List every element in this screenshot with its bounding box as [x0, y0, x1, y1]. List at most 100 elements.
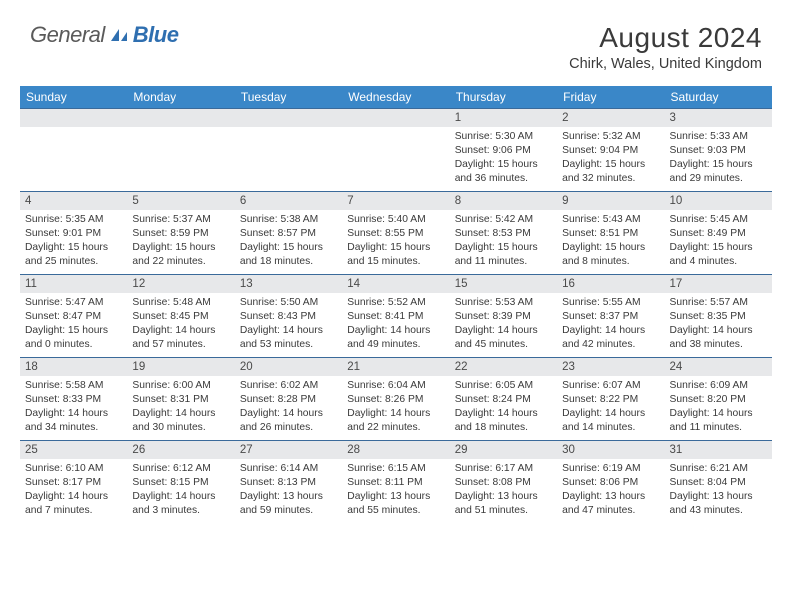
- day-number: 26: [127, 441, 234, 459]
- calendar-cell: [20, 109, 127, 192]
- day-details: Sunrise: 5:52 AMSunset: 8:41 PMDaylight:…: [342, 293, 449, 357]
- day-number: [235, 109, 342, 127]
- detail-line: and 32 minutes.: [562, 172, 659, 186]
- calendar-cell: 21Sunrise: 6:04 AMSunset: 8:26 PMDayligh…: [342, 358, 449, 441]
- day-details: Sunrise: 5:30 AMSunset: 9:06 PMDaylight:…: [450, 127, 557, 191]
- detail-line: Sunrise: 5:48 AM: [132, 296, 229, 310]
- detail-line: Daylight: 13 hours: [240, 490, 337, 504]
- day-number: 29: [450, 441, 557, 459]
- calendar-cell: 10Sunrise: 5:45 AMSunset: 8:49 PMDayligh…: [665, 192, 772, 275]
- detail-line: and 36 minutes.: [455, 172, 552, 186]
- detail-line: and 51 minutes.: [455, 504, 552, 518]
- detail-line: Sunset: 9:03 PM: [670, 144, 767, 158]
- title-block: August 2024 Chirk, Wales, United Kingdom: [569, 22, 762, 72]
- detail-line: and 4 minutes.: [670, 255, 767, 269]
- detail-line: and 47 minutes.: [562, 504, 659, 518]
- day-details: Sunrise: 5:58 AMSunset: 8:33 PMDaylight:…: [20, 376, 127, 440]
- day-details: Sunrise: 5:35 AMSunset: 9:01 PMDaylight:…: [20, 210, 127, 274]
- calendar-cell: 31Sunrise: 6:21 AMSunset: 8:04 PMDayligh…: [665, 441, 772, 524]
- calendar-cell: [235, 109, 342, 192]
- day-details: Sunrise: 5:48 AMSunset: 8:45 PMDaylight:…: [127, 293, 234, 357]
- detail-line: Daylight: 14 hours: [347, 324, 444, 338]
- day-number: 18: [20, 358, 127, 376]
- detail-line: Sunset: 8:31 PM: [132, 393, 229, 407]
- calendar-cell: 7Sunrise: 5:40 AMSunset: 8:55 PMDaylight…: [342, 192, 449, 275]
- detail-line: and 59 minutes.: [240, 504, 337, 518]
- detail-line: Daylight: 15 hours: [25, 241, 122, 255]
- detail-line: Sunset: 8:57 PM: [240, 227, 337, 241]
- week-row: 18Sunrise: 5:58 AMSunset: 8:33 PMDayligh…: [20, 358, 772, 441]
- day-details: Sunrise: 6:04 AMSunset: 8:26 PMDaylight:…: [342, 376, 449, 440]
- detail-line: Sunrise: 5:57 AM: [670, 296, 767, 310]
- day-number: 2: [557, 109, 664, 127]
- detail-line: Sunset: 8:51 PM: [562, 227, 659, 241]
- detail-line: Sunset: 8:35 PM: [670, 310, 767, 324]
- calendar-body: 1Sunrise: 5:30 AMSunset: 9:06 PMDaylight…: [20, 109, 772, 524]
- logo-sail-icon: [109, 27, 131, 43]
- detail-line: and 18 minutes.: [455, 421, 552, 435]
- detail-line: Sunset: 8:17 PM: [25, 476, 122, 490]
- calendar-cell: 5Sunrise: 5:37 AMSunset: 8:59 PMDaylight…: [127, 192, 234, 275]
- detail-line: Sunset: 8:13 PM: [240, 476, 337, 490]
- detail-line: and 53 minutes.: [240, 338, 337, 352]
- detail-line: Sunset: 8:06 PM: [562, 476, 659, 490]
- day-number: 13: [235, 275, 342, 293]
- location-text: Chirk, Wales, United Kingdom: [569, 56, 762, 72]
- detail-line: and 11 minutes.: [670, 421, 767, 435]
- day-number: 3: [665, 109, 772, 127]
- dayhead-friday: Friday: [557, 86, 664, 109]
- day-number: 22: [450, 358, 557, 376]
- day-header-row: Sunday Monday Tuesday Wednesday Thursday…: [20, 86, 772, 109]
- detail-line: and 26 minutes.: [240, 421, 337, 435]
- detail-line: Sunrise: 5:50 AM: [240, 296, 337, 310]
- dayhead-tuesday: Tuesday: [235, 86, 342, 109]
- calendar-cell: 25Sunrise: 6:10 AMSunset: 8:17 PMDayligh…: [20, 441, 127, 524]
- detail-line: and 34 minutes.: [25, 421, 122, 435]
- detail-line: Sunset: 8:49 PM: [670, 227, 767, 241]
- calendar-cell: 9Sunrise: 5:43 AMSunset: 8:51 PMDaylight…: [557, 192, 664, 275]
- day-details: Sunrise: 6:02 AMSunset: 8:28 PMDaylight:…: [235, 376, 342, 440]
- calendar-cell: 14Sunrise: 5:52 AMSunset: 8:41 PMDayligh…: [342, 275, 449, 358]
- logo-text-blue: Blue: [133, 22, 179, 48]
- day-details: Sunrise: 5:47 AMSunset: 8:47 PMDaylight:…: [20, 293, 127, 357]
- detail-line: Daylight: 13 hours: [562, 490, 659, 504]
- day-number: 27: [235, 441, 342, 459]
- day-details: Sunrise: 5:43 AMSunset: 8:51 PMDaylight:…: [557, 210, 664, 274]
- detail-line: and 30 minutes.: [132, 421, 229, 435]
- detail-line: Daylight: 15 hours: [25, 324, 122, 338]
- detail-line: Sunrise: 6:02 AM: [240, 379, 337, 393]
- day-details: [20, 127, 127, 191]
- detail-line: Sunrise: 6:19 AM: [562, 462, 659, 476]
- detail-line: and 8 minutes.: [562, 255, 659, 269]
- detail-line: and 0 minutes.: [25, 338, 122, 352]
- detail-line: Sunset: 8:45 PM: [132, 310, 229, 324]
- detail-line: Sunrise: 5:30 AM: [455, 130, 552, 144]
- day-details: [127, 127, 234, 191]
- day-number: 21: [342, 358, 449, 376]
- detail-line: Sunrise: 6:12 AM: [132, 462, 229, 476]
- detail-line: Sunrise: 5:37 AM: [132, 213, 229, 227]
- detail-line: Daylight: 14 hours: [240, 324, 337, 338]
- detail-line: Sunset: 8:26 PM: [347, 393, 444, 407]
- detail-line: Daylight: 14 hours: [132, 324, 229, 338]
- detail-line: Sunset: 8:47 PM: [25, 310, 122, 324]
- dayhead-wednesday: Wednesday: [342, 86, 449, 109]
- detail-line: Daylight: 15 hours: [670, 158, 767, 172]
- detail-line: Sunset: 8:15 PM: [132, 476, 229, 490]
- detail-line: Daylight: 15 hours: [455, 241, 552, 255]
- day-details: Sunrise: 6:17 AMSunset: 8:08 PMDaylight:…: [450, 459, 557, 523]
- detail-line: Sunrise: 5:42 AM: [455, 213, 552, 227]
- day-details: Sunrise: 6:19 AMSunset: 8:06 PMDaylight:…: [557, 459, 664, 523]
- detail-line: Sunset: 9:01 PM: [25, 227, 122, 241]
- calendar-cell: 4Sunrise: 5:35 AMSunset: 9:01 PMDaylight…: [20, 192, 127, 275]
- detail-line: Daylight: 14 hours: [25, 490, 122, 504]
- calendar-cell: 12Sunrise: 5:48 AMSunset: 8:45 PMDayligh…: [127, 275, 234, 358]
- detail-line: and 22 minutes.: [132, 255, 229, 269]
- calendar-cell: 17Sunrise: 5:57 AMSunset: 8:35 PMDayligh…: [665, 275, 772, 358]
- dayhead-saturday: Saturday: [665, 86, 772, 109]
- day-number: 6: [235, 192, 342, 210]
- calendar-cell: 19Sunrise: 6:00 AMSunset: 8:31 PMDayligh…: [127, 358, 234, 441]
- detail-line: and 14 minutes.: [562, 421, 659, 435]
- detail-line: and 22 minutes.: [347, 421, 444, 435]
- day-number: 5: [127, 192, 234, 210]
